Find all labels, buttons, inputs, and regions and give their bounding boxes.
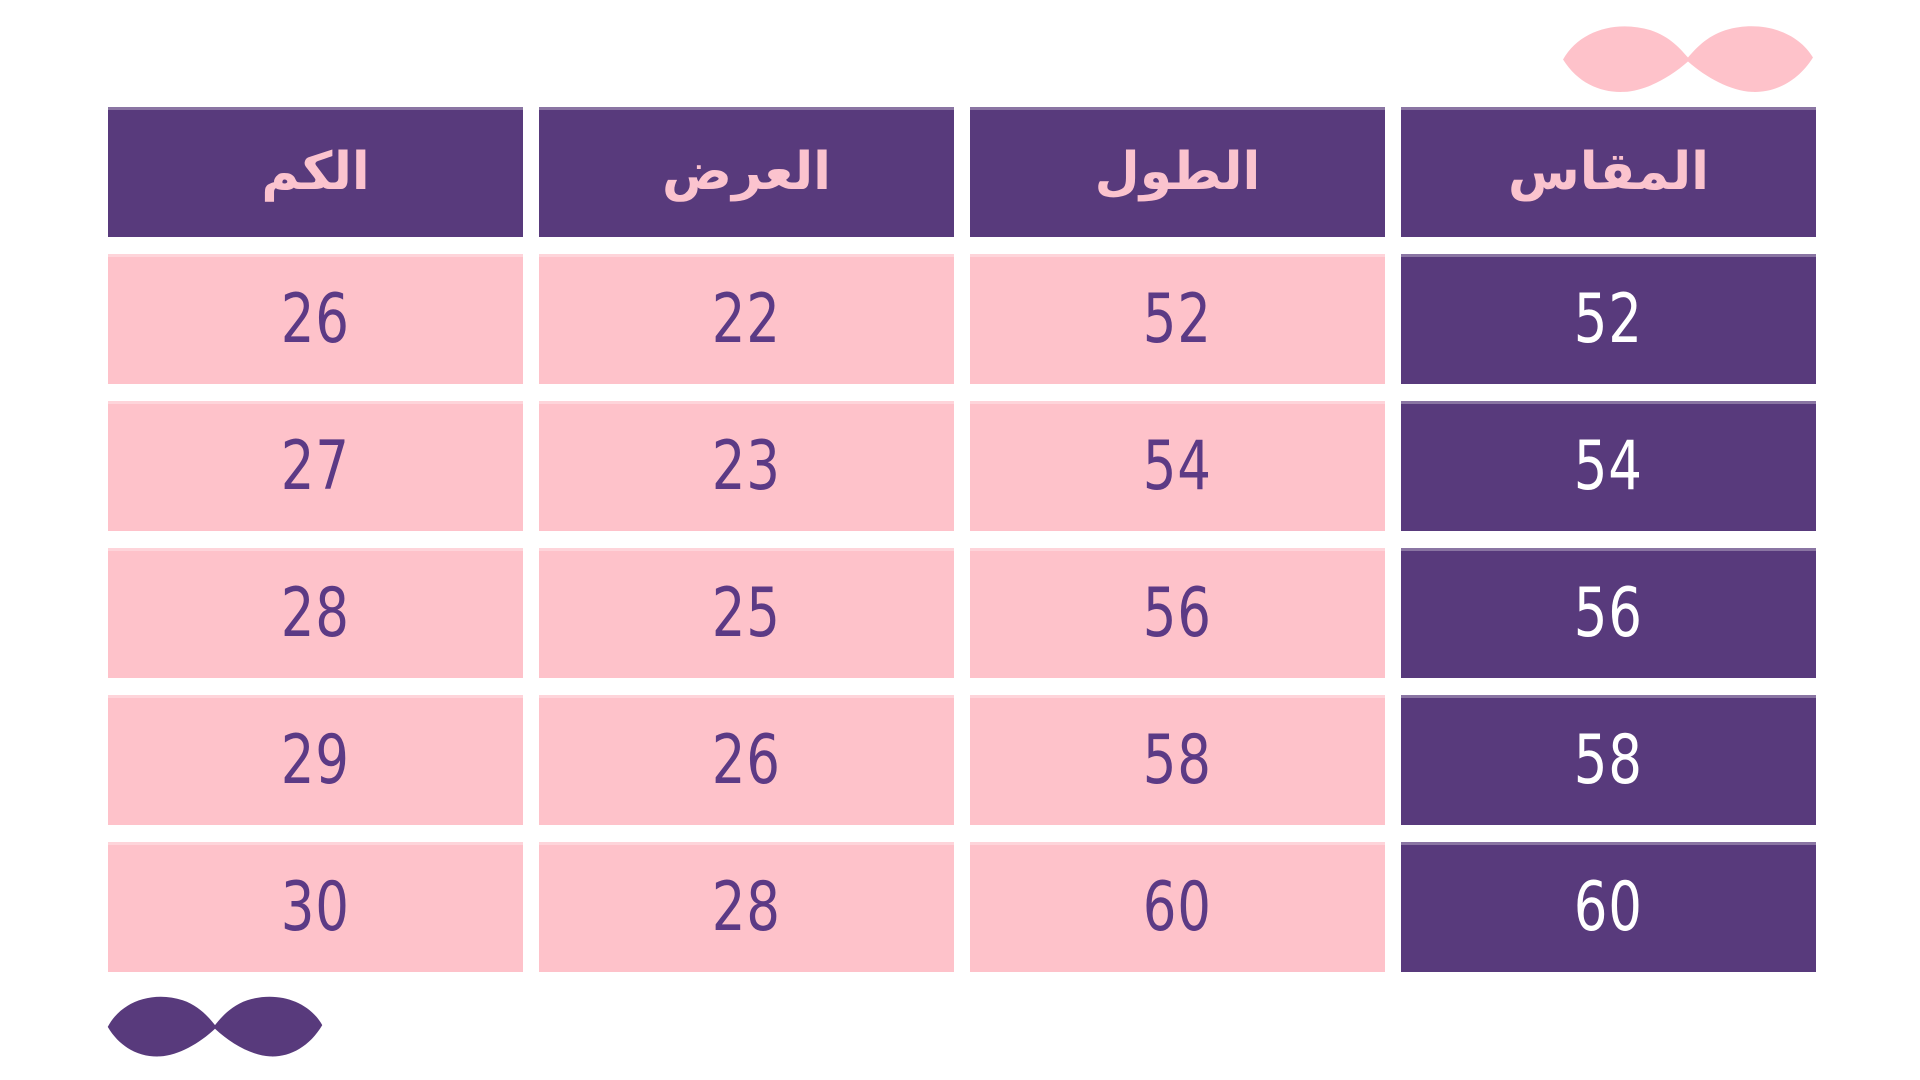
cell-size: 58: [1401, 695, 1816, 825]
size-chart-table: الكم العرض الطول المقاس 26 22 52 52 27 2…: [108, 107, 1816, 972]
wave-decoration-bottom-left: [107, 996, 323, 1057]
cell-value: 30: [280, 867, 351, 947]
header-cell-length: الطول: [970, 107, 1385, 237]
cell-size: 52: [1401, 254, 1816, 384]
header-label-sleeve: الكم: [261, 142, 370, 202]
cell-value: 26: [280, 279, 351, 359]
cell-value: 28: [711, 867, 782, 947]
cell-value: 25: [711, 573, 782, 653]
cell-value: 28: [280, 573, 351, 653]
cell-sleeve: 27: [108, 401, 523, 531]
cell-value: 60: [1573, 867, 1644, 947]
cell-width: 22: [539, 254, 954, 384]
cell-length: 56: [970, 548, 1385, 678]
header-cell-sleeve: الكم: [108, 107, 523, 237]
cell-value: 22: [711, 279, 782, 359]
header-label-width: العرض: [662, 142, 831, 202]
wave-decoration-top-right: [1563, 26, 1813, 93]
cell-value: 54: [1142, 426, 1213, 506]
cell-sleeve: 28: [108, 548, 523, 678]
header-label-size: المقاس: [1508, 142, 1709, 202]
cell-length: 54: [970, 401, 1385, 531]
cell-value: 54: [1573, 426, 1644, 506]
cell-value: 26: [711, 720, 782, 800]
cell-value: 52: [1573, 279, 1644, 359]
cell-width: 26: [539, 695, 954, 825]
cell-sleeve: 30: [108, 842, 523, 972]
cell-width: 23: [539, 401, 954, 531]
cell-length: 58: [970, 695, 1385, 825]
cell-value: 58: [1142, 720, 1213, 800]
cell-value: 58: [1573, 720, 1644, 800]
cell-value: 27: [280, 426, 351, 506]
cell-length: 60: [970, 842, 1385, 972]
cell-value: 23: [711, 426, 782, 506]
cell-size: 56: [1401, 548, 1816, 678]
cell-length: 52: [970, 254, 1385, 384]
cell-value: 56: [1573, 573, 1644, 653]
cell-value: 60: [1142, 867, 1213, 947]
header-cell-width: العرض: [539, 107, 954, 237]
cell-sleeve: 29: [108, 695, 523, 825]
header-label-length: الطول: [1094, 142, 1261, 202]
cell-size: 54: [1401, 401, 1816, 531]
cell-value: 56: [1142, 573, 1213, 653]
cell-width: 28: [539, 842, 954, 972]
cell-width: 25: [539, 548, 954, 678]
cell-value: 52: [1142, 279, 1213, 359]
cell-size: 60: [1401, 842, 1816, 972]
cell-sleeve: 26: [108, 254, 523, 384]
cell-value: 29: [280, 720, 351, 800]
header-cell-size: المقاس: [1401, 107, 1816, 237]
